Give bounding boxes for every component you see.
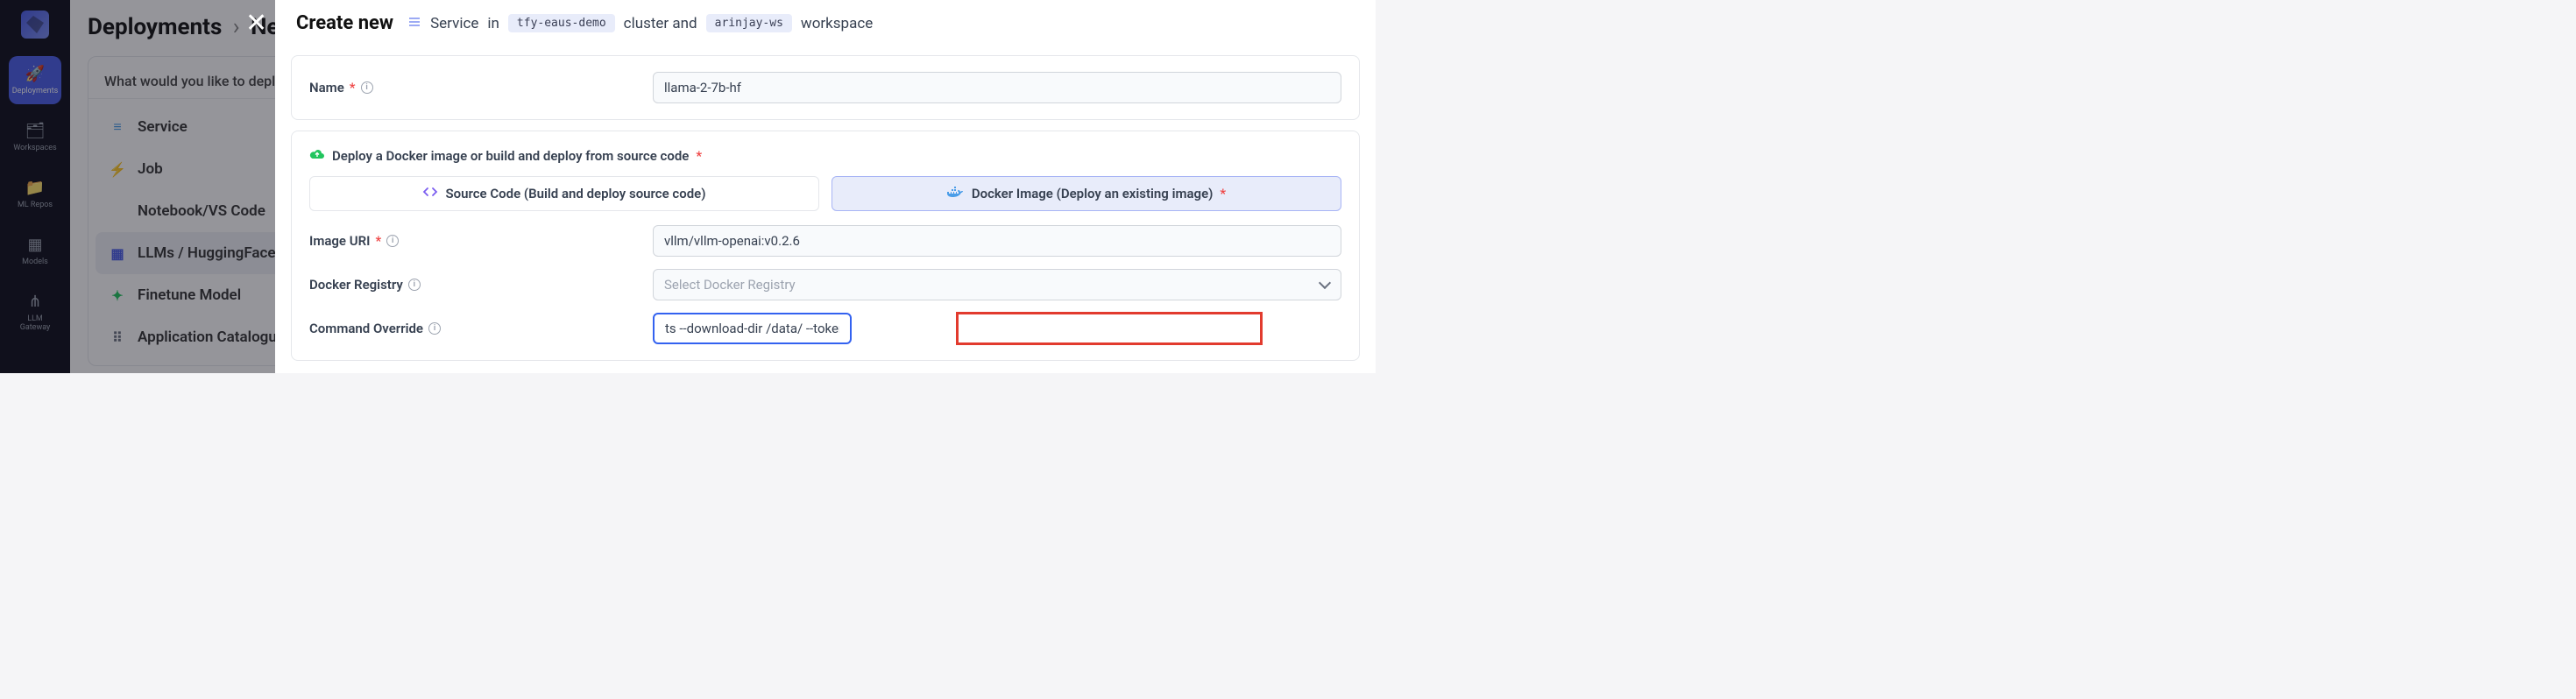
cloud-upload-icon [309,147,325,164]
info-icon[interactable]: i [428,322,441,335]
code-icon [422,186,438,201]
name-input[interactable] [653,72,1341,103]
docker-registry-label: Docker Registry i [309,277,653,293]
docker-icon [947,186,965,201]
in-word: in [487,15,499,32]
info-icon[interactable]: i [386,235,399,247]
image-uri-label: Image URI * i [309,233,653,249]
name-label: Name * i [309,80,653,95]
deploy-source-tabs: Source Code (Build and deploy source cod… [309,176,1341,211]
deploy-section-title: Deploy a Docker image or build and deplo… [309,147,1341,164]
cluster-word: cluster and [624,15,697,32]
info-icon[interactable]: i [361,81,373,94]
cluster-pill[interactable]: tfy-eaus-demo [508,14,615,32]
deploy-section: Deploy a Docker image or build and deplo… [291,131,1360,361]
annotation-highlight [956,312,1263,345]
workspace-pill[interactable]: arinjay-ws [706,14,792,32]
command-override-label: Command Override i [309,321,653,336]
service-icon [407,15,421,32]
modal-header: Create new Service in tfy-eaus-demo clus… [275,0,1376,45]
type-label: Service [430,15,478,32]
create-deployment-panel: Create new Service in tfy-eaus-demo clus… [275,0,1376,373]
docker-registry-select[interactable]: Select Docker Registry [653,269,1341,300]
image-uri-input[interactable] [653,225,1341,257]
tab-source-code[interactable]: Source Code (Build and deploy source cod… [309,176,819,211]
info-icon[interactable]: i [408,279,421,291]
modal-title: Create new [296,12,393,34]
tab-docker-label: Docker Image (Deploy an existing image) [972,186,1214,201]
tab-source-label: Source Code (Build and deploy source cod… [445,186,705,201]
workspace-word: workspace [801,15,873,32]
command-override-input[interactable] [653,313,852,344]
tab-docker-image[interactable]: Docker Image (Deploy an existing image) … [832,176,1341,211]
name-section: Name * i [291,55,1360,120]
close-icon[interactable]: ✕ [245,11,267,37]
